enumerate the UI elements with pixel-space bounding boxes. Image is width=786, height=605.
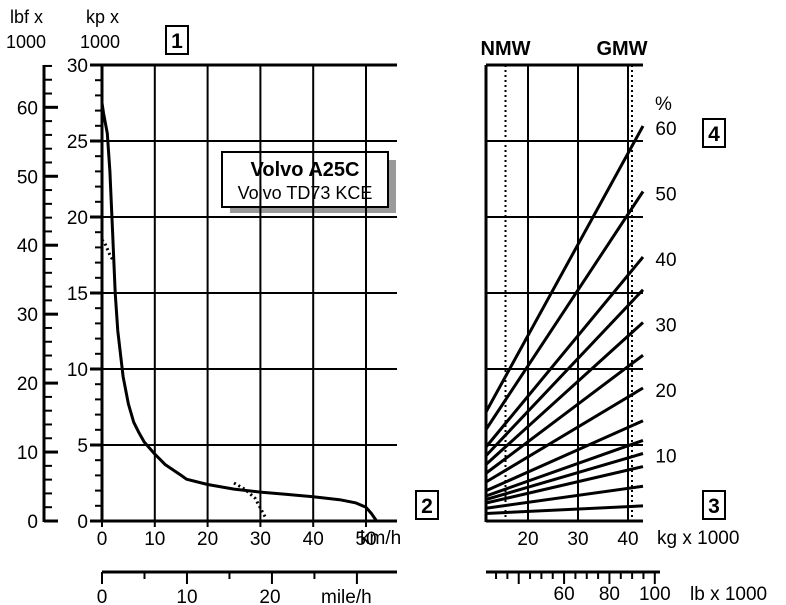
grade-line bbox=[485, 504, 644, 515]
grade-line bbox=[484, 125, 645, 413]
x-unit-kmh: km/h bbox=[360, 528, 401, 549]
kmh-tick-label: 10 bbox=[144, 529, 165, 550]
rimpull-dotted-curve bbox=[233, 481, 268, 519]
box-1-number: 1 bbox=[171, 30, 183, 53]
grade-line bbox=[484, 321, 645, 466]
box-label-3: 3 bbox=[702, 490, 726, 520]
grade-line bbox=[484, 190, 645, 431]
model-title-box: Volvo A25C Volvo TD73 KCE bbox=[221, 151, 396, 213]
lbf-unit-label-line1: lbf x bbox=[10, 7, 43, 27]
kp-tick-label: 30 bbox=[67, 56, 88, 77]
kp-unit-label-line2: 1000 bbox=[80, 32, 120, 52]
percent-tick-label: 10 bbox=[655, 447, 676, 468]
mph-tick-label: 20 bbox=[259, 587, 280, 605]
lb-tick-label: 80 bbox=[599, 584, 620, 605]
lbf-tick-label: 50 bbox=[17, 167, 38, 188]
kp-tick-label: 15 bbox=[67, 284, 88, 305]
lbf-tick-label: 10 bbox=[17, 443, 38, 464]
grade-line bbox=[484, 288, 645, 457]
lbf-unit-label-line2: 1000 bbox=[6, 32, 46, 52]
grade-line bbox=[485, 438, 644, 498]
grade-line bbox=[485, 465, 644, 505]
mph-tick-label: 10 bbox=[176, 587, 197, 605]
x-unit-lb: lb x 1000 bbox=[690, 584, 767, 605]
box-3-frame bbox=[702, 490, 726, 520]
chart-marks: 0 5 10 15 20 25 30 0 10 20 30 40 50 60 0 10 20 30 40 50 0 10 2… bbox=[17, 38, 677, 605]
lbf-tick-label: 40 bbox=[17, 236, 38, 257]
kmh-tick-label: 20 bbox=[197, 529, 218, 550]
percent-unit-label: % bbox=[655, 94, 672, 115]
percent-tick-label: 30 bbox=[655, 316, 676, 337]
x-unit-mph: mile/h bbox=[321, 587, 372, 605]
kp-tick-label: 20 bbox=[67, 208, 88, 229]
kmh-tick-label: 30 bbox=[250, 529, 271, 550]
box-label-2: 2 bbox=[415, 490, 439, 520]
lbf-tick-label: 60 bbox=[17, 98, 38, 119]
rimpull-curve bbox=[100, 102, 378, 522]
kg-tick-label: 40 bbox=[617, 529, 638, 550]
rimpull-dotted-curve bbox=[100, 238, 114, 261]
percent-tick-label: 60 bbox=[655, 119, 676, 140]
lb-tick-label: 60 bbox=[554, 584, 575, 605]
grade-line bbox=[485, 419, 644, 493]
weight-marker-label: GMW bbox=[596, 38, 647, 60]
kp-tick-label: 25 bbox=[67, 132, 88, 153]
box-2-frame bbox=[415, 490, 439, 520]
weight-marker-label: NMW bbox=[481, 38, 531, 60]
kp-tick-label: 0 bbox=[77, 512, 88, 533]
model-title: Volvo A25C bbox=[251, 159, 360, 181]
kmh-tick-label: 0 bbox=[97, 529, 108, 550]
percent-tick-label: 50 bbox=[655, 185, 676, 206]
x-unit-kg: kg x 1000 bbox=[657, 528, 739, 549]
lbf-tick-label: 20 bbox=[17, 374, 38, 395]
box-label-4: 4 bbox=[702, 118, 726, 148]
kp-tick-label: 10 bbox=[67, 360, 88, 381]
grade-line bbox=[485, 354, 644, 475]
kp-unit-label-line1: kp x bbox=[86, 7, 119, 27]
grade-line bbox=[484, 256, 645, 448]
kmh-tick-label: 40 bbox=[303, 529, 324, 550]
percent-tick-label: 20 bbox=[655, 381, 676, 402]
kg-tick-label: 20 bbox=[517, 529, 538, 550]
percent-tick-label: 40 bbox=[655, 250, 676, 271]
kp-tick-label: 5 bbox=[77, 436, 88, 457]
box-3-number: 3 bbox=[708, 495, 720, 518]
kg-tick-label: 30 bbox=[567, 529, 588, 550]
lbf-tick-label: 0 bbox=[27, 512, 38, 533]
engine-subtitle: Volvo TD73 KCE bbox=[238, 183, 373, 203]
lbf-tick-label: 30 bbox=[17, 305, 38, 326]
grade-line bbox=[485, 452, 644, 501]
box-4-number: 4 bbox=[708, 123, 720, 146]
grade-line bbox=[485, 386, 644, 484]
mph-tick-label: 0 bbox=[97, 587, 108, 605]
box-2-number: 2 bbox=[421, 495, 433, 518]
kmh-tick-label: 50 bbox=[355, 529, 376, 550]
title-box-frame bbox=[221, 151, 389, 208]
box-1-frame bbox=[165, 25, 189, 55]
box-label-1: 1 bbox=[165, 25, 189, 55]
grade-line bbox=[485, 484, 644, 510]
box-4-frame bbox=[702, 118, 726, 148]
lb-tick-label: 100 bbox=[639, 584, 671, 605]
